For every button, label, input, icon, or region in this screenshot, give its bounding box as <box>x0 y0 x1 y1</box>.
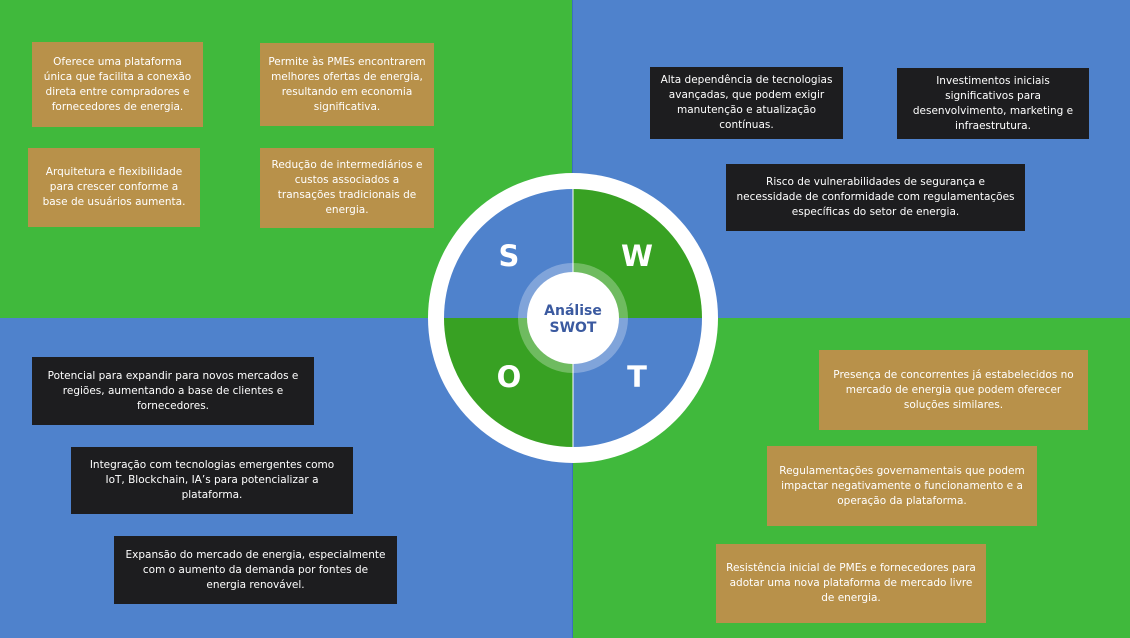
center-title-line1: Análise <box>544 303 602 319</box>
letter-t: T <box>627 360 647 394</box>
strength-box-2: Permite às PMEs encontrarem melhores ofe… <box>260 43 434 126</box>
strength-box-4: Redução de intermediários e custos assoc… <box>260 148 434 228</box>
weakness-box-2: Investimentos iniciais significativos pa… <box>897 68 1089 139</box>
letter-s: S <box>499 239 520 273</box>
letter-w: W <box>621 239 653 273</box>
threat-box-3: Resistência inicial de PMEs e fornecedor… <box>716 544 986 623</box>
strength-box-3: Arquitetura e flexibilidade para crescer… <box>28 148 200 227</box>
opportunity-box-3: Expansão do mercado de energia, especial… <box>114 536 397 604</box>
threat-box-1: Presença de concorrentes já estabelecido… <box>819 350 1088 430</box>
opportunity-box-2: Integração com tecnologias emergentes co… <box>71 447 353 514</box>
strength-box-1: Oferece uma plataforma única que facilit… <box>32 42 203 127</box>
weakness-box-3: Risco de vulnerabilidades de segurança e… <box>726 164 1025 231</box>
wheel-center-circle <box>527 272 619 364</box>
weakness-box-1: Alta dependência de tecnologias avançada… <box>650 67 843 139</box>
opportunity-box-1: Potencial para expandir para novos merca… <box>32 357 314 425</box>
threat-box-2: Regulamentações governamentais que podem… <box>767 446 1037 526</box>
letter-o: O <box>497 360 522 394</box>
center-title-line2: SWOT <box>550 320 597 336</box>
